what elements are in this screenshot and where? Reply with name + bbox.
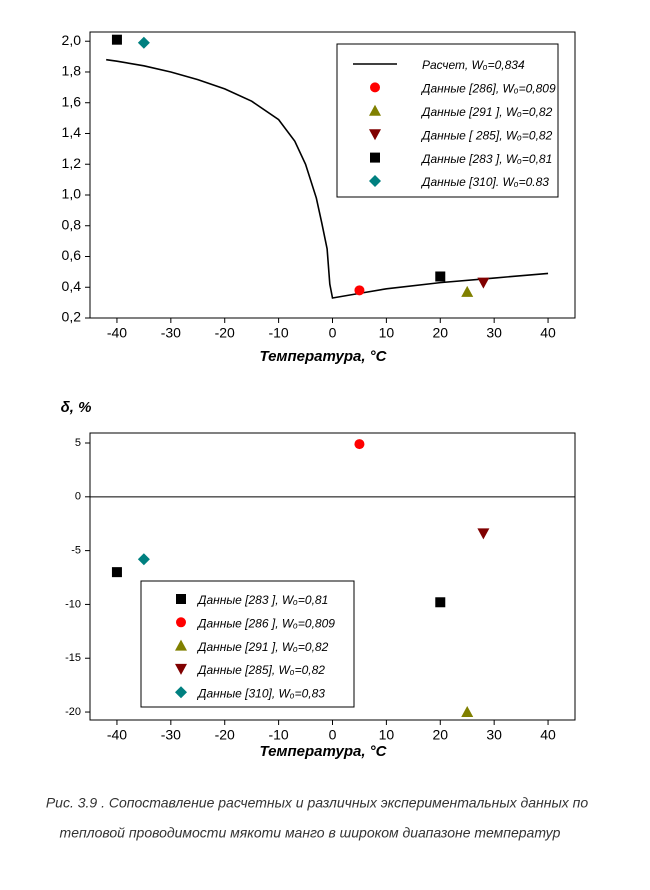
data-point — [435, 597, 446, 608]
legend-label: Данные [283 ], Wₒ=0,81 — [420, 152, 552, 166]
data-point — [354, 439, 365, 450]
y-tick-label: -5 — [71, 545, 81, 557]
legend-swatch — [175, 663, 187, 675]
legend-label: Данные [286], Wₒ=0,809 — [420, 82, 556, 96]
y-tick-label: 1,4 — [62, 124, 82, 140]
legend-label: Данные [283 ], Wₒ=0,81 — [196, 593, 328, 607]
y-tick-label: -15 — [65, 652, 81, 664]
legend-swatch — [175, 639, 187, 651]
x-axis-title: Температура, °C — [259, 743, 387, 760]
x-tick-label: -10 — [268, 727, 288, 743]
data-point — [477, 277, 490, 289]
x-tick-label: 20 — [432, 727, 448, 743]
data-point — [435, 271, 446, 282]
y-tick-label: 1,6 — [62, 93, 82, 109]
x-tick-label: 30 — [486, 325, 502, 341]
data-point — [354, 285, 365, 296]
caption-line: Рис. 3.9 . Сопоставление расчетных и раз… — [46, 795, 589, 811]
y-tick-label: 1,0 — [62, 186, 82, 202]
x-tick-label: -40 — [107, 727, 127, 743]
legend-label: Данные [310]. Wₒ=0.83 — [420, 175, 549, 189]
legend-swatch — [370, 82, 380, 93]
x-tick-label: 30 — [486, 727, 502, 743]
caption-line: тепловой проводимости мякоти манго в шир… — [60, 825, 561, 841]
data-point — [137, 553, 150, 566]
legend-swatch — [175, 686, 187, 699]
data-point — [137, 36, 150, 49]
x-tick-label: 40 — [540, 727, 556, 743]
x-tick-label: 20 — [432, 325, 448, 341]
data-point — [111, 34, 122, 45]
y-tick-label: -10 — [65, 598, 81, 610]
legend-label: Расчет, Wₒ=0,834 — [422, 58, 525, 72]
y-tick-label: 5 — [75, 437, 81, 449]
data-point — [477, 528, 490, 540]
legend-swatch — [369, 129, 381, 141]
x-tick-label: 0 — [329, 325, 337, 341]
y-tick-label: 0,6 — [62, 247, 82, 263]
data-point — [111, 567, 122, 578]
legend-swatch — [369, 175, 381, 187]
x-tick-label: -10 — [268, 325, 288, 341]
x-tick-label: 40 — [540, 325, 556, 341]
legend-box — [336, 43, 559, 198]
data-point — [461, 285, 474, 297]
x-tick-label: 10 — [379, 727, 395, 743]
y-tick-label: 0,4 — [62, 278, 82, 294]
legend-swatch — [370, 152, 380, 163]
x-axis-title: Температура, °C — [259, 348, 387, 365]
y-tick-label: 0 — [75, 491, 81, 503]
x-tick-label: 0 — [329, 727, 337, 743]
legend-label: Данные [291 ], Wₒ=0,82 — [196, 640, 329, 654]
y-tick-label: 1,8 — [62, 63, 82, 79]
x-tick-label: -30 — [161, 727, 181, 743]
y-tick-label: 2,0 — [62, 32, 82, 48]
y-tick-label: -20 — [65, 706, 81, 718]
x-tick-label: -30 — [161, 325, 181, 341]
x-tick-label: -20 — [215, 727, 235, 743]
y-tick-label: 1,2 — [62, 155, 82, 171]
legend-label: Данные [ 285], Wₒ=0,82 — [420, 128, 553, 142]
legend-swatch — [176, 617, 186, 628]
data-point — [461, 706, 474, 718]
legend-label: Данные [310], Wₒ=0,83 — [196, 686, 325, 700]
legend-label: Данные [291 ], Wₒ=0,82 — [420, 105, 553, 119]
line-series — [106, 58, 549, 299]
legend-swatch — [176, 594, 186, 604]
legend-label: Данные [286 ], Wₒ=0,809 — [196, 616, 335, 630]
legend-swatch — [369, 104, 381, 116]
y-axis-title: δ, % — [61, 399, 92, 416]
x-tick-label: -40 — [107, 325, 127, 341]
x-tick-label: 10 — [379, 325, 395, 341]
legend-label: Данные [285], Wₒ=0,82 — [196, 663, 325, 677]
x-tick-label: -20 — [215, 325, 235, 341]
y-tick-label: 0,8 — [62, 216, 82, 232]
y-tick-label: 0,2 — [62, 309, 82, 325]
